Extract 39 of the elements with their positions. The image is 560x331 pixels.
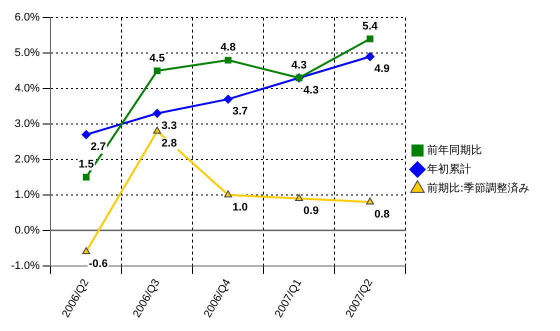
data-label: 4.5	[150, 52, 165, 64]
point	[82, 130, 91, 140]
point	[224, 56, 232, 64]
point	[224, 94, 233, 104]
legend-label: 前年同期比	[427, 143, 482, 156]
y-tick-label: 4.0%	[14, 82, 40, 95]
data-label: 2.8	[162, 138, 177, 150]
point	[82, 247, 90, 254]
data-label: 3.7	[232, 106, 248, 118]
y-tick-label: -1.0%	[10, 260, 40, 272]
y-tick-label: 2.0%	[14, 153, 40, 166]
data-label: 2.7	[90, 141, 106, 154]
data-label: 4.8	[220, 42, 236, 54]
point	[224, 190, 232, 198]
data-label: 4.3	[303, 84, 319, 96]
data-label: 4.3	[291, 59, 307, 72]
data-label: 1.5	[78, 158, 94, 171]
point	[366, 36, 374, 42]
data-label: 0.8	[374, 208, 390, 221]
data-label: 1.0	[232, 201, 248, 214]
data-label: 0.9	[303, 205, 319, 217]
y-tick-label: 1.0%	[14, 188, 40, 201]
point	[366, 198, 374, 205]
y-tick-label: 6.0%	[14, 12, 40, 24]
point	[153, 126, 162, 134]
point	[295, 194, 304, 201]
y-tick-label: 5.0%	[14, 47, 40, 60]
point	[366, 52, 375, 62]
point	[152, 108, 162, 118]
data-label: 3.3	[162, 120, 177, 132]
data-label: 4.9	[374, 63, 390, 76]
y-tick-label: 0.0%	[14, 224, 40, 236]
data-label: -0.6	[88, 258, 108, 270]
legend-label: 年初累計	[427, 162, 471, 176]
point	[154, 67, 160, 74]
legend-label: 前期比:季節調整済み	[427, 181, 530, 194]
y-tick-label: 3.0%	[14, 118, 40, 130]
point	[82, 174, 90, 181]
data-label: 5.4	[362, 20, 379, 32]
